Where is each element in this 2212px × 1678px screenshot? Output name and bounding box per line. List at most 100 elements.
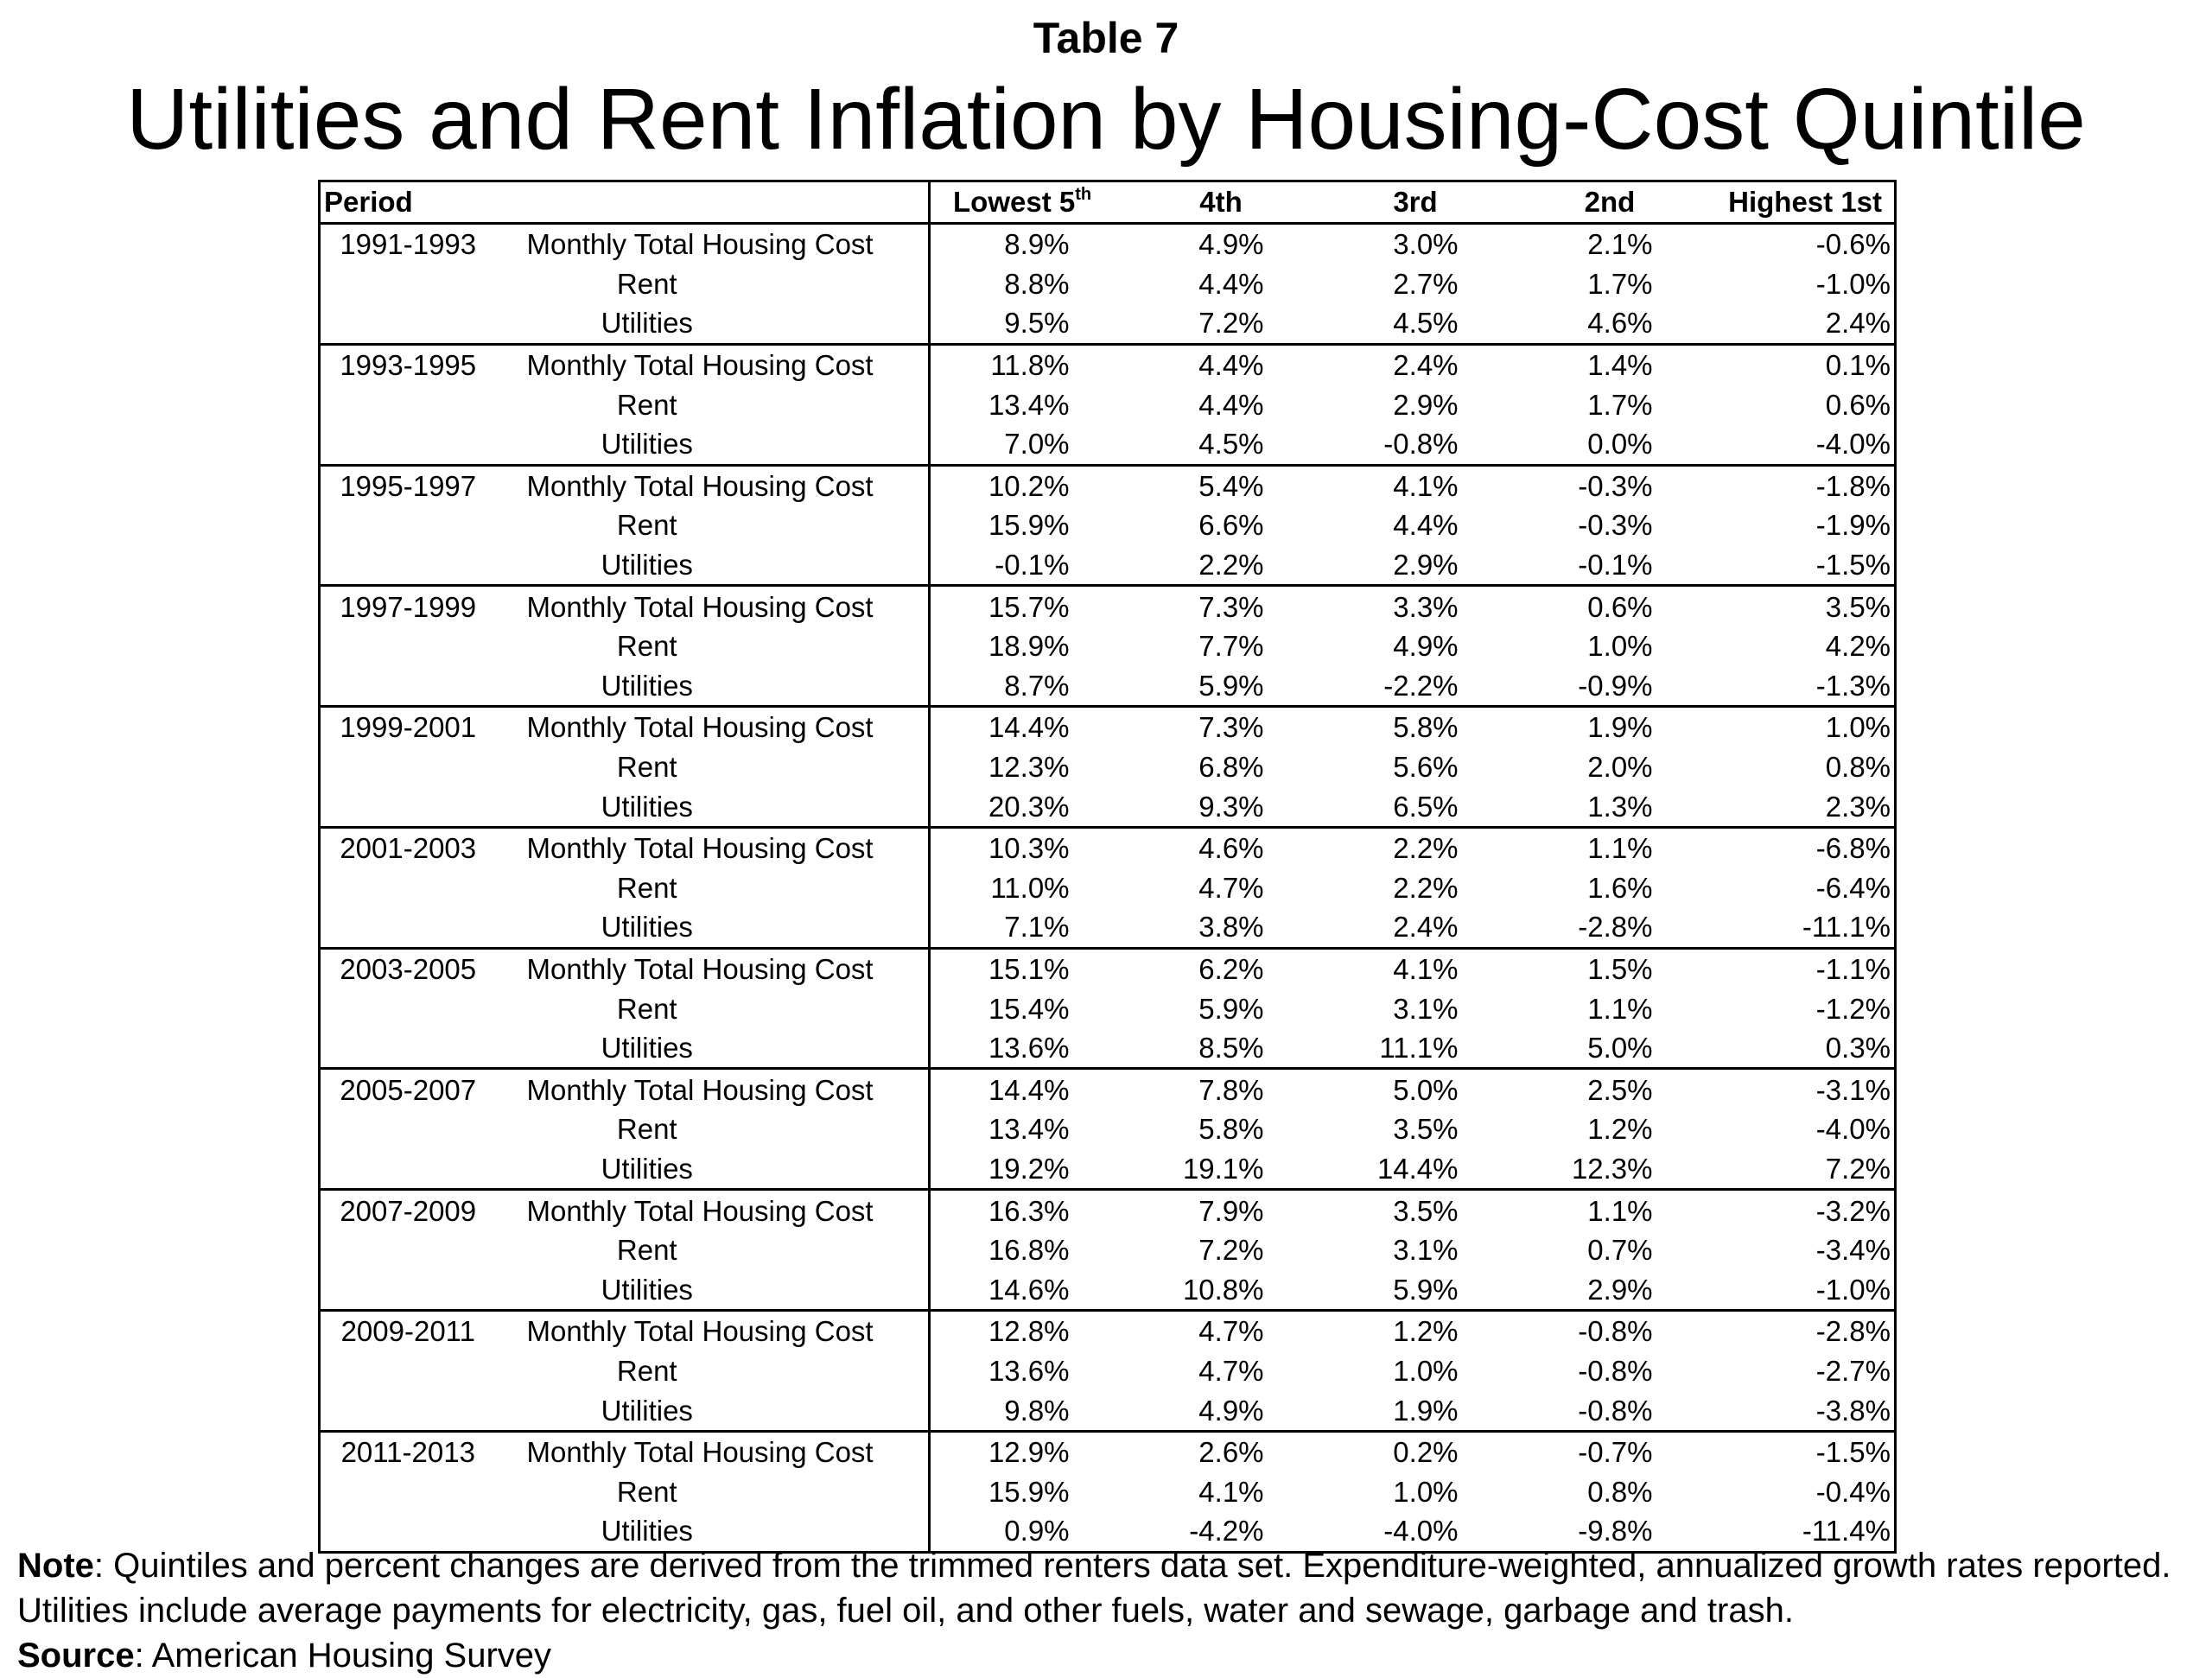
value-cell-q3: 3.5% [1318,1188,1513,1230]
value-cell-q2: 1.6% [1587,871,1653,904]
value-cell-q2: 0.0% [1587,428,1653,461]
value-cell-q2: -0.3% [1512,463,1707,506]
period-cell [320,303,496,344]
header-2nd-quintile: 2nd [1512,181,1707,225]
table-row: Rent 13.4% 4.4% 2.9% 1.7% 0.6% [320,385,1896,424]
value-cell-q4: 5.4% [1123,463,1319,506]
table-row: Utilities 8.7% 5.9% -2.2% -0.9% -1.3% [320,665,1896,707]
value-cell-q2: 1.9% [1512,705,1707,747]
value-cell-highest: -11.1% [1802,911,1891,944]
header-lowest-superscript: th [1075,185,1092,204]
value-cell-lowest: 18.9% [928,626,1124,666]
value-cell-highest: -1.1% [1707,946,1896,989]
value-cell-lowest: 13.6% [928,1351,1124,1391]
source-paragraph: Source: American Housing Survey [17,1633,2203,1678]
value-cell-q4: 5.9% [1198,669,1264,702]
value-cell-lowest: -0.1% [928,544,1124,586]
value-cell-highest: 1.0% [1707,705,1896,747]
value-cell-q4: 7.7% [1198,630,1264,663]
measure-label: Rent [616,630,677,663]
period-cell [320,505,496,545]
value-cell-q2: 2.5% [1512,1067,1707,1110]
value-cell-lowest: 8.7% [928,665,1124,707]
header-3rd-quintile: 3rd [1318,181,1513,225]
value-cell-q4: 6.2% [1123,946,1319,989]
value-cell-q3: 5.0% [1318,1067,1513,1110]
value-cell-lowest: 9.5% [928,303,1124,345]
value-cell-q2: 2.9% [1587,1273,1653,1306]
value-cell-highest: -1.0% [1815,267,1891,300]
value-cell-q3: 5.6% [1393,751,1459,784]
value-cell-q2: 0.6% [1512,584,1707,626]
value-cell-highest: -0.4% [1815,1475,1891,1508]
measure-label: Rent [616,1354,677,1387]
value-cell-lowest: 9.8% [928,1390,1124,1432]
value-cell-lowest: 7.1% [928,907,1124,949]
period-cell: 1999-2001 [319,705,496,747]
value-cell-highest: -3.8% [1815,1394,1891,1427]
measure-label: Utilities [601,669,693,702]
value-cell-q2: 2.1% [1587,228,1653,261]
value-cell-q4: 4.5% [1198,428,1264,461]
period-cell [320,1351,496,1391]
value-cell-q2: -0.8% [1512,1309,1707,1351]
note-label: Note [17,1547,94,1585]
value-cell-lowest: 14.6% [928,1269,1124,1311]
value-cell-q3: 2.2% [1393,871,1459,904]
value-cell-q2: 1.2% [1587,1113,1653,1146]
value-cell-q2: -2.8% [1578,911,1653,944]
value-cell-q3: 1.2% [1318,1309,1513,1351]
measure-label: Rent [616,388,677,421]
period-cell [320,1269,496,1310]
value-cell-highest: -6.8% [1707,825,1896,868]
value-cell-q3: 3.0% [1393,228,1459,261]
value-cell-q3: 4.1% [1318,463,1513,506]
period-cell: 1995-1997 [319,463,496,506]
value-cell-q3: 4.5% [1393,307,1459,340]
header-highest-quintile: Highest 1st [1707,181,1896,225]
period-cell: 2001-2003 [319,825,496,868]
table-row: 1991-1993 Monthly Total Housing Cost 8.9% 4… [320,223,1896,264]
period-cell: 2007-2009 [319,1188,496,1230]
value-cell-q3: 5.9% [1393,1273,1459,1306]
measure-label: Monthly Total Housing Cost [495,1067,930,1110]
value-cell-lowest: 19.2% [928,1148,1124,1190]
measure-label: Rent [616,509,677,542]
value-cell-q2: -0.1% [1578,549,1653,582]
table-row: Rent 18.9% 7.7% 4.9% 1.0% 4.2% [320,626,1896,666]
value-cell-q4: 19.1% [1182,1152,1264,1185]
value-cell-q4: 4.9% [1198,1394,1264,1427]
value-cell-q4: 2.2% [1198,549,1264,582]
value-cell-q2: -0.3% [1578,509,1653,542]
value-cell-highest: -4.0% [1815,1113,1891,1146]
value-cell-highest: 2.4% [1825,307,1891,340]
value-cell-q2: 1.1% [1587,992,1653,1025]
measure-label: Rent [616,267,677,300]
table-row: Rent 11.0% 4.7% 2.2% 1.6% -6.4% [320,868,1896,908]
table-row: 1997-1999 Monthly Total Housing Cost 15.7%… [319,584,1896,626]
measure-label: Rent [616,1234,677,1267]
table-row: Utilities 20.3% 9.3% 6.5% 1.3% 2.3% [320,786,1896,828]
table-row: Rent 8.8% 4.4% 2.7% 1.7% -1.0% [320,264,1896,304]
value-cell-q4: 8.5% [1198,1032,1264,1065]
table-row: Utilities 9.5% 7.2% 4.5% 4.6% 2.4% [320,303,1896,345]
header-4th-quintile: 4th [1123,181,1319,225]
value-cell-q4: -4.2% [1189,1515,1264,1548]
value-cell-q4: 5.9% [1198,992,1264,1025]
value-cell-q4: 7.2% [1198,1234,1264,1267]
table-row: Utilities 7.1% 3.8% 2.4% -2.8% -11.1% [320,907,1896,949]
period-cell [320,1230,496,1270]
measure-label: Rent [616,1475,677,1508]
page-title: Utilities and Rent Inflation by Housing-… [126,71,2086,168]
period-cell [320,545,496,586]
table-row: 2011-2013 Monthly Total Housing Cost 12.9%… [319,1429,1896,1472]
table-row: 1999-2001 Monthly Total Housing Cost 14.4%… [319,705,1896,747]
value-cell-q4: 6.6% [1198,509,1264,542]
value-cell-q3: 3.5% [1393,1113,1459,1146]
measure-label: Utilities [601,911,693,944]
measure-label: Utilities [601,790,693,823]
value-cell-lowest: 16.8% [928,1230,1124,1270]
value-cell-q3: 2.7% [1393,267,1459,300]
measure-label: Utilities [601,1152,693,1185]
table-row: Utilities 13.6% 8.5% 11.1% 5.0% 0.3% [320,1027,1896,1069]
